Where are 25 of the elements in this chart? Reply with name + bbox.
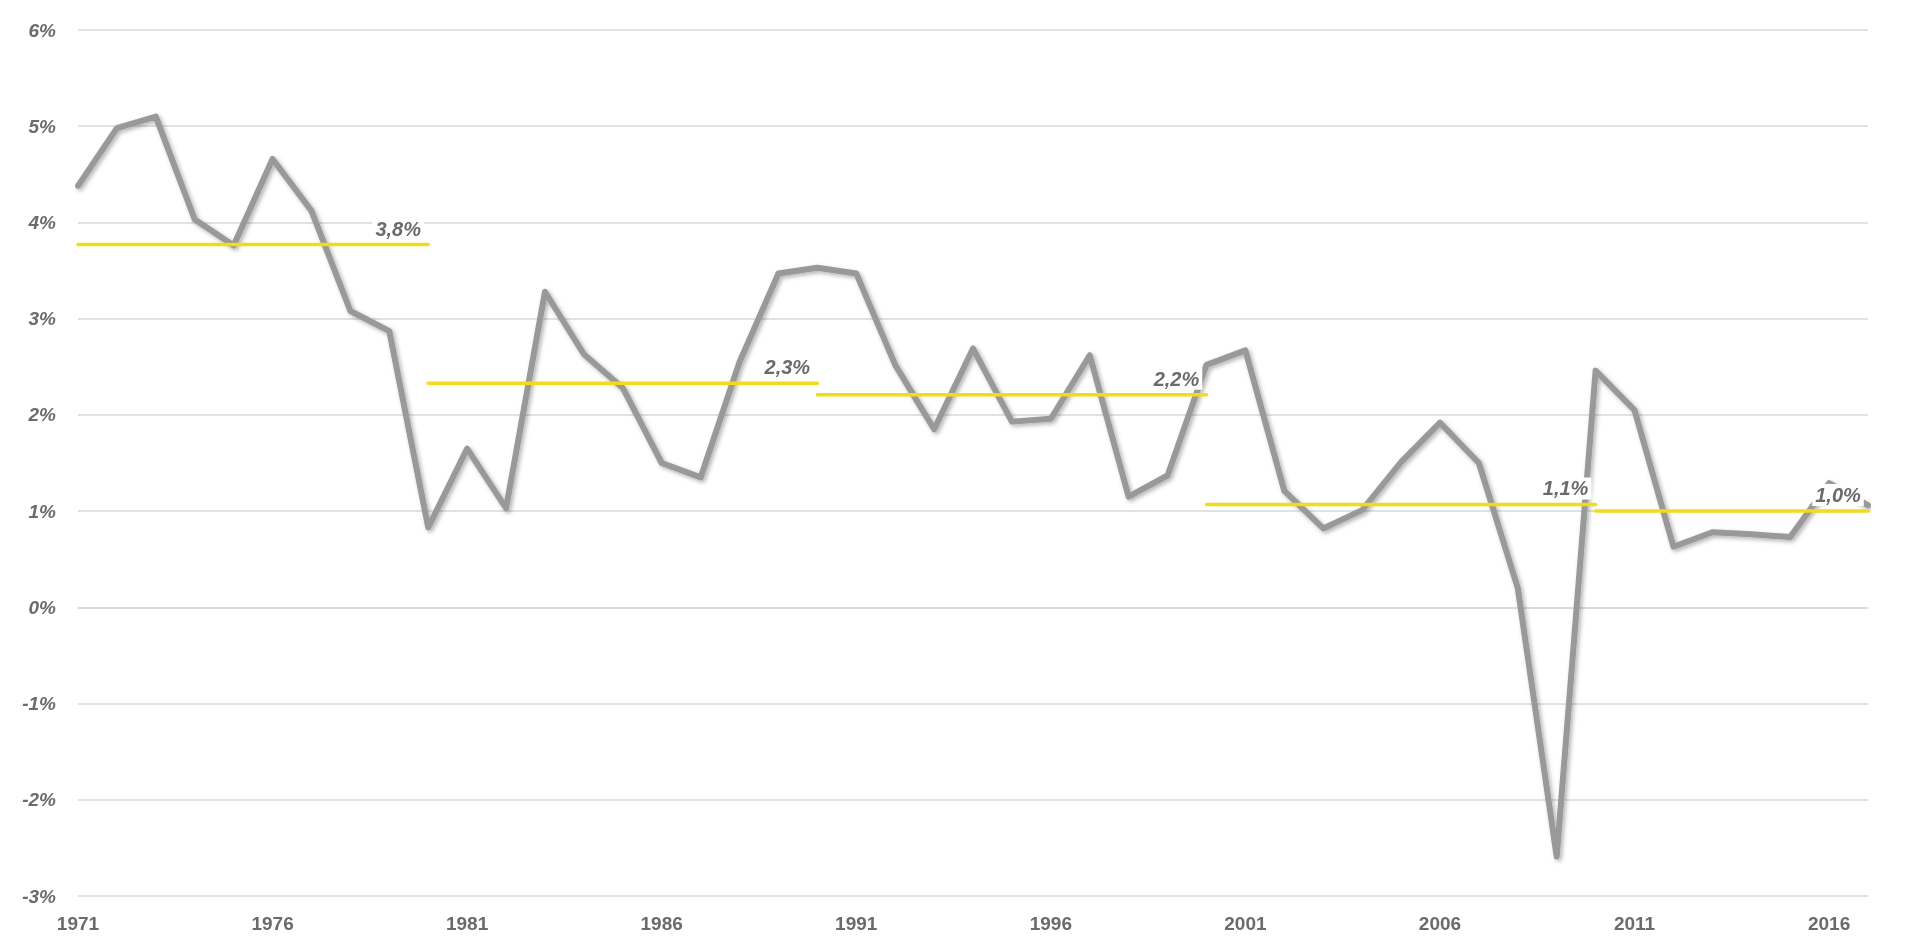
data-label: 2,3% (763, 356, 811, 379)
y-tick-label: 6% (28, 19, 57, 41)
x-tick-label: 1991 (835, 913, 878, 934)
x-tick-label: 2006 (1418, 913, 1462, 934)
y-tick-label: -3% (22, 885, 57, 907)
data-label: 1,0% (1815, 484, 1862, 507)
y-tick-label: 3% (28, 308, 57, 330)
y-tick-label: 1% (28, 500, 57, 522)
x-tick-label: 1976 (251, 913, 294, 934)
y-tick-label: 0% (28, 596, 57, 618)
data-label: 3,8% (375, 217, 422, 240)
x-tick-label: 2011 (1613, 913, 1656, 934)
x-tick-label: 2001 (1224, 913, 1267, 934)
y-tick-label: 2% (27, 404, 57, 426)
y-tick-label: 5% (28, 115, 57, 137)
y-tick-label: -2% (22, 789, 57, 811)
x-tick-label: 1996 (1029, 913, 1072, 934)
data-label: 2,2% (1152, 367, 1200, 390)
y-tick-label: 4% (27, 211, 57, 233)
x-tick-label: 1986 (640, 913, 683, 934)
x-tick-label: 1981 (445, 913, 489, 934)
x-tick-label: 1971 (56, 913, 100, 934)
x-tick-label: 2016 (1807, 913, 1851, 934)
data-label: 1,1% (1542, 477, 1589, 500)
y-tick-label: -1% (22, 693, 57, 715)
